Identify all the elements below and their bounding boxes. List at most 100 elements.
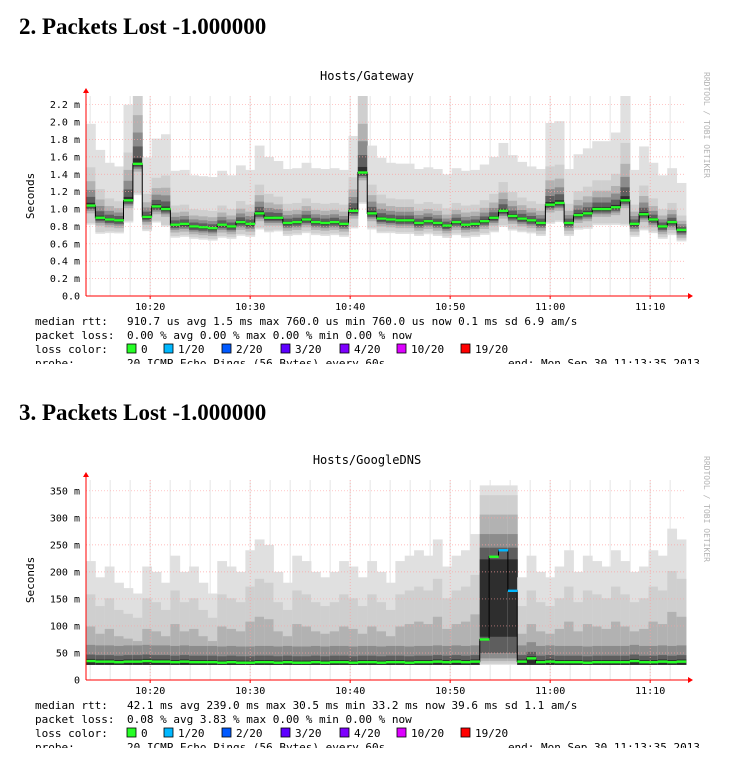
median-rtt-marker xyxy=(198,226,209,229)
smoke-column xyxy=(639,146,649,231)
median-rtt-marker xyxy=(114,219,124,222)
median-rtt-marker xyxy=(179,660,190,663)
smoke-column xyxy=(329,571,340,665)
smoke-column xyxy=(536,169,546,236)
smoke-band xyxy=(236,656,246,665)
y-tick-label: 0.8 m xyxy=(50,222,80,233)
smoke-column xyxy=(189,175,199,239)
smoke-band xyxy=(236,646,246,665)
legend-end-time: end: Mon Sep 30 11:13:35 2013 xyxy=(508,357,700,364)
median-rtt-marker xyxy=(179,222,190,226)
smoke-column xyxy=(273,571,284,665)
legend-loss-stats: 0.08 % avg 3.83 % max 0.00 % min 0.00 % … xyxy=(127,713,412,726)
y-tick-label: 100 m xyxy=(50,621,80,632)
median-rtt-marker xyxy=(282,221,293,225)
smoke-column xyxy=(451,168,462,236)
smoke-column xyxy=(245,169,256,237)
x-tick-label: 10:20 xyxy=(135,686,165,697)
smoke-column xyxy=(582,148,593,229)
smoke-band xyxy=(264,645,274,665)
smoke-band xyxy=(676,182,687,242)
smoke-column xyxy=(517,161,528,233)
median-rtt-marker xyxy=(151,205,162,208)
smoke-band xyxy=(582,624,593,665)
smoke-column xyxy=(123,588,134,665)
smoke-band xyxy=(179,169,190,237)
smoke-column xyxy=(507,155,518,231)
legend-color-item: 4/20 xyxy=(354,343,381,356)
legend-color-swatch xyxy=(221,343,232,354)
median-rtt-marker xyxy=(95,216,106,219)
y-tick-label: 350 m xyxy=(50,486,80,497)
smoke-column xyxy=(104,162,115,234)
smoke-column xyxy=(226,566,237,665)
smoke-band xyxy=(348,656,359,665)
median-rtt-marker xyxy=(151,660,162,663)
smoke-column xyxy=(498,142,509,227)
smoke-column xyxy=(282,169,293,236)
median-rtt-marker xyxy=(95,660,106,663)
y-tick-label: 1.8 m xyxy=(50,135,80,146)
smoke-column xyxy=(592,561,603,665)
median-rtt-marker xyxy=(414,221,424,225)
smokeping-graph-gateway: Hosts/Gateway RRDTOOL / TOBI OETIKER Secon… xyxy=(24,69,711,364)
legend-color-swatch xyxy=(339,343,350,354)
smoke-column xyxy=(151,138,162,223)
smoke-column xyxy=(114,166,124,234)
smoke-band xyxy=(273,656,284,665)
median-rtt-marker xyxy=(432,221,443,225)
smoke-column xyxy=(86,561,96,665)
smoke-band xyxy=(292,624,303,665)
smoke-band xyxy=(667,168,678,236)
median-rtt-marker xyxy=(367,212,377,215)
smoke-column xyxy=(592,141,603,226)
smoke-band xyxy=(311,645,321,665)
median-rtt-marker xyxy=(545,660,556,663)
y-tick-label: 150 m xyxy=(50,594,80,605)
smoke-column xyxy=(554,121,565,223)
smoke-column xyxy=(573,571,584,665)
median-rtt-marker xyxy=(395,660,406,664)
median-rtt-marker xyxy=(273,661,284,664)
legend-color-swatch xyxy=(339,727,350,738)
smoke-band xyxy=(648,621,659,665)
legend-color-item: 0 xyxy=(141,727,148,740)
smoke-band xyxy=(376,656,387,665)
smoke-column xyxy=(479,164,490,235)
smoke-band xyxy=(442,645,453,665)
smoke-band xyxy=(667,611,678,665)
median-rtt-marker xyxy=(189,660,199,664)
median-rtt-marker xyxy=(507,214,518,218)
smoke-band xyxy=(329,168,340,236)
y-tick-label: 0 xyxy=(74,676,80,687)
smoke-column xyxy=(489,485,499,665)
smoke-column xyxy=(189,566,199,665)
median-rtt-marker xyxy=(564,221,574,225)
y-tick-label: 1.0 m xyxy=(50,205,80,216)
median-rtt-marker xyxy=(301,218,312,221)
smoke-band xyxy=(386,162,396,234)
y-tick-label: 0.6 m xyxy=(50,239,80,250)
smoke-band xyxy=(320,169,331,236)
median-rtt-marker xyxy=(526,219,537,222)
median-rtt-marker xyxy=(432,660,443,663)
median-rtt-marker xyxy=(423,660,434,664)
smoke-band xyxy=(273,161,284,232)
y-tick-label: 200 m xyxy=(50,567,80,578)
median-rtt-marker xyxy=(554,201,565,205)
legend-color-swatch xyxy=(460,343,471,354)
median-rtt-marker xyxy=(620,660,631,664)
median-rtt-marker xyxy=(198,660,209,664)
smoke-band xyxy=(657,624,668,665)
x-tick-label: 11:10 xyxy=(635,686,665,697)
y-tick-label: 2.2 m xyxy=(50,100,80,111)
smoke-band xyxy=(526,166,537,234)
smoke-band xyxy=(386,645,396,665)
median-rtt-marker xyxy=(404,661,415,664)
smoke-column xyxy=(86,123,96,225)
legend-color-item: 4/20 xyxy=(354,727,381,740)
median-rtt-marker xyxy=(123,660,134,663)
smoke-band xyxy=(489,559,499,637)
smoke-column xyxy=(395,163,406,234)
smoke-column xyxy=(161,582,171,665)
